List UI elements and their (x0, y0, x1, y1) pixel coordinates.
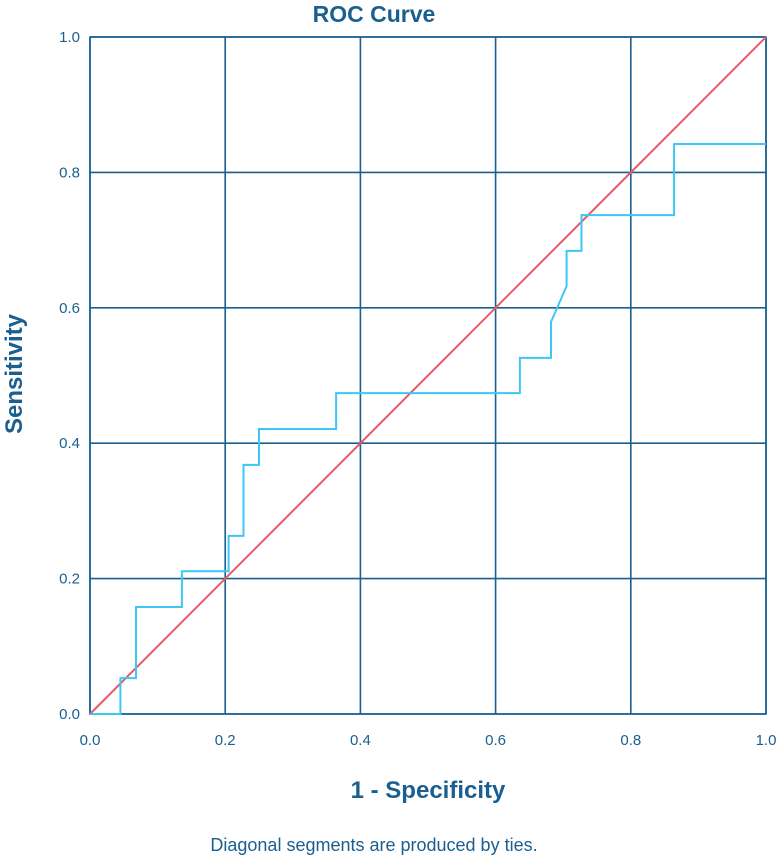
x-tick-label: 0.6 (485, 732, 506, 749)
y-axis-label: Sensitivity (1, 313, 28, 434)
series-group (89, 36, 767, 715)
x-tick-label: 0.2 (215, 732, 236, 749)
y-tick-label: 1.0 (59, 29, 80, 46)
y-tick-label: 0.8 (59, 164, 80, 181)
x-tick-label: 0.4 (350, 732, 371, 749)
x-tick-labels: 0.0 0.2 0.4 0.6 0.8 1.0 (80, 732, 777, 749)
y-tick-label: 0.2 (59, 571, 80, 588)
x-axis-label: 1 - Specificity (351, 777, 506, 804)
y-tick-labels: 0.0 0.2 0.4 0.6 0.8 1.0 (59, 29, 80, 723)
y-tick-label: 0.6 (59, 300, 80, 317)
x-tick-label: 0.0 (80, 732, 101, 749)
x-tick-label: 0.8 (620, 732, 641, 749)
x-tick-label: 1.0 (756, 732, 777, 749)
y-tick-label: 0.0 (59, 706, 80, 723)
chart-title: ROC Curve (313, 1, 436, 27)
roc-curve-line (90, 143, 766, 715)
reference-diagonal-line (89, 36, 767, 715)
y-tick-label: 0.4 (59, 435, 80, 452)
plot-border (89, 36, 767, 715)
footnote: Diagonal segments are produced by ties. (210, 835, 537, 855)
plot-frame (89, 36, 767, 715)
